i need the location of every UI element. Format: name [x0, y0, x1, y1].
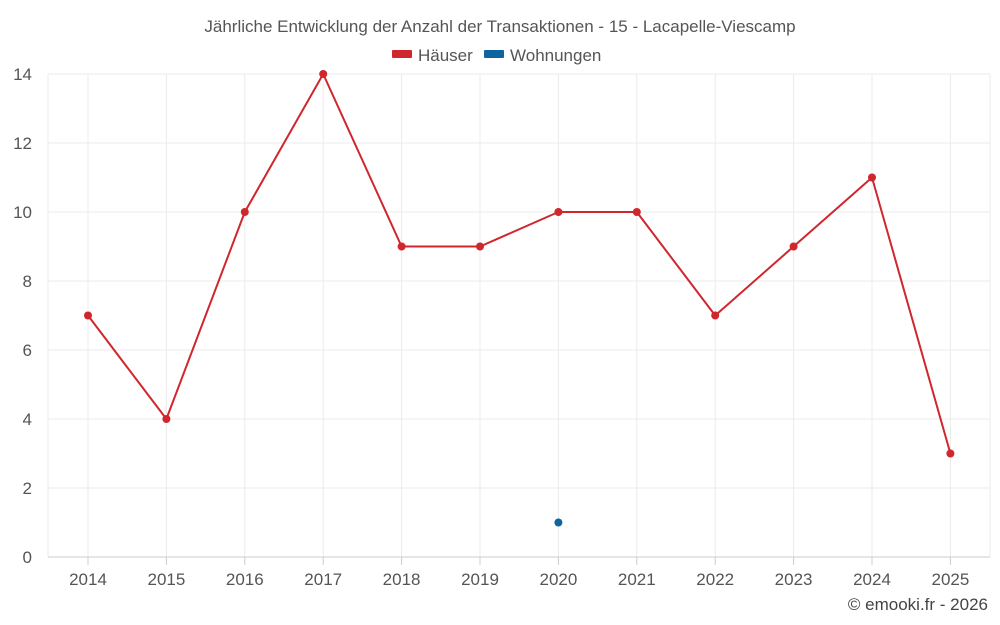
- credit-text: © emooki.fr - 2026: [848, 595, 988, 614]
- y-tick-label: 0: [23, 548, 32, 567]
- x-tick-label: 2020: [539, 570, 577, 589]
- x-tick-label: 2017: [304, 570, 342, 589]
- x-axis-ticks: 2014 2015 2016 2017 2018 2019 2020 2021 2022 2023…: [69, 557, 969, 589]
- legend: Häuser Wohnungen: [392, 46, 601, 65]
- data-point-haeuser[interactable]: [476, 242, 484, 251]
- data-point-haeuser[interactable]: [319, 70, 328, 78]
- x-tick-label: 2019: [461, 570, 499, 589]
- x-tick-label: 2025: [931, 570, 969, 589]
- y-tick-label: 10: [13, 203, 32, 222]
- series-points: [84, 70, 955, 527]
- legend-swatch-wohnungen[interactable]: [484, 50, 504, 58]
- legend-label-haeuser[interactable]: Häuser: [418, 46, 473, 65]
- data-point-haeuser[interactable]: [554, 208, 563, 216]
- data-point-haeuser[interactable]: [162, 415, 171, 423]
- data-point-haeuser[interactable]: [240, 208, 249, 216]
- chart-title: Jährliche Entwicklung der Anzahl der Tra…: [204, 17, 795, 36]
- x-tick-label: 2018: [383, 570, 421, 589]
- x-tick-label: 2024: [853, 570, 891, 589]
- series-line-haeuser: [87, 73, 952, 454]
- series-lines: [87, 73, 952, 454]
- x-tick-label: 2015: [147, 570, 185, 589]
- data-point-haeuser[interactable]: [868, 173, 876, 182]
- y-tick-label: 12: [13, 134, 32, 153]
- x-tick-label: 2022: [696, 570, 734, 589]
- data-point-haeuser[interactable]: [632, 208, 641, 216]
- y-tick-label: 8: [23, 272, 32, 291]
- x-tick-label: 2023: [775, 570, 813, 589]
- legend-swatch-haeuser[interactable]: [392, 50, 412, 58]
- data-point-haeuser[interactable]: [946, 449, 955, 458]
- data-point-wohnungen[interactable]: [554, 518, 563, 527]
- y-tick-label: 14: [13, 65, 32, 84]
- y-tick-label: 2: [23, 479, 32, 498]
- x-tick-label: 2014: [69, 570, 107, 589]
- legend-label-wohnungen[interactable]: Wohnungen: [510, 46, 601, 65]
- data-point-haeuser[interactable]: [789, 242, 798, 251]
- x-tick-label: 2016: [226, 570, 264, 589]
- data-point-haeuser[interactable]: [397, 242, 406, 251]
- gridlines: [47, 73, 991, 557]
- y-tick-label: 4: [23, 410, 32, 429]
- data-point-haeuser[interactable]: [84, 311, 92, 320]
- data-point-haeuser[interactable]: [711, 311, 720, 320]
- x-tick-label: 2021: [618, 570, 656, 589]
- y-tick-label: 6: [23, 341, 32, 360]
- y-axis-ticks: 0 2 4 6 8 10 12 14: [13, 65, 32, 567]
